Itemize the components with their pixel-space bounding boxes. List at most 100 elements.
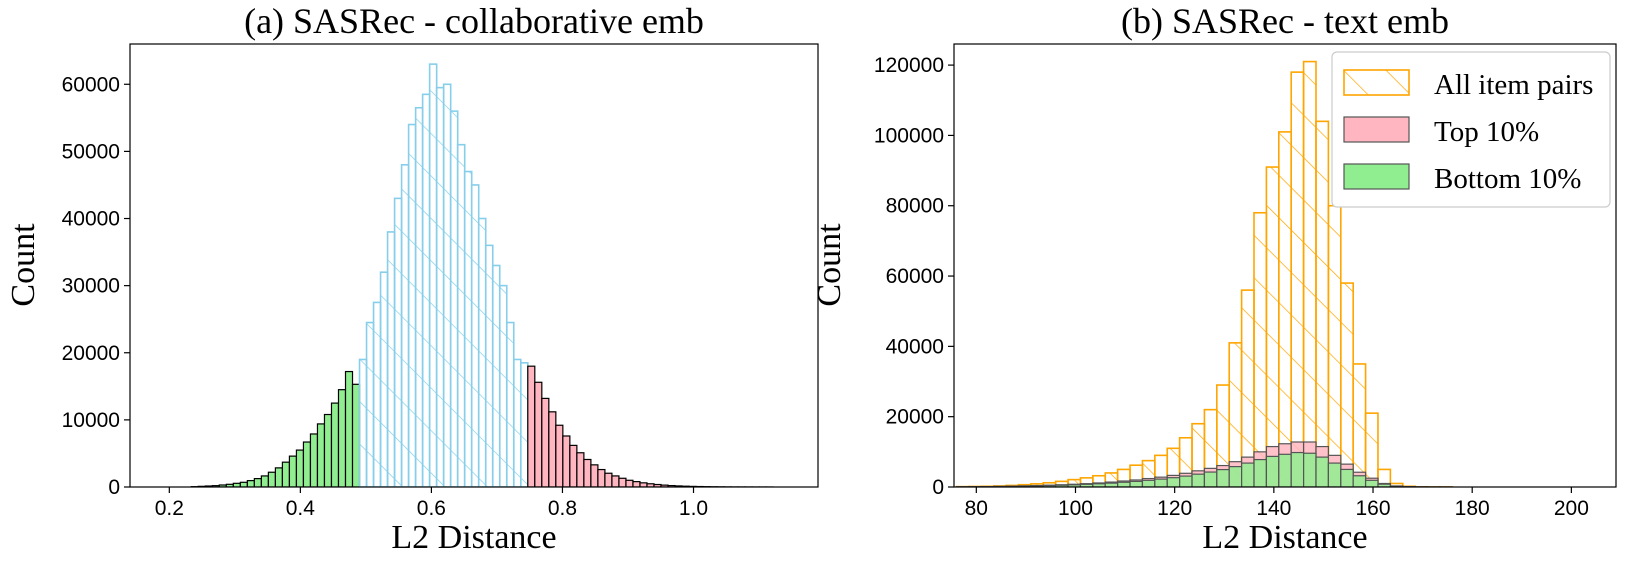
legend-label-top: Top 10% <box>1434 116 1539 148</box>
legend-label-all-pairs: All item pairs <box>1434 69 1593 101</box>
bar-bottom-10--25 <box>1265 455 1280 487</box>
bar-series-2-62 <box>590 464 599 487</box>
bar-series-1-45 <box>470 184 480 487</box>
bar-series-2-58 <box>562 435 571 487</box>
bar-series-0-14 <box>253 478 262 487</box>
bar-series-1-52 <box>519 362 529 487</box>
bar-series-2-54 <box>534 381 543 487</box>
bar-all-item-pairs-26 <box>1278 131 1292 487</box>
y-tick-label: 50000 <box>62 140 120 163</box>
y-tick-label: 120000 <box>874 54 944 77</box>
bar-series-0-28 <box>351 383 361 487</box>
x-tick-label: 100 <box>1058 497 1093 520</box>
bar-series-2-57 <box>555 424 564 487</box>
bar-series-1-30 <box>365 321 375 487</box>
y-tick-label: 40000 <box>62 208 120 231</box>
bar-bottom-10--21 <box>1216 468 1230 487</box>
bar-series-2-68 <box>632 481 641 487</box>
x-tick-label: 0.8 <box>548 497 577 520</box>
x-tick-label: 160 <box>1355 497 1390 520</box>
bar-series-1-44 <box>463 170 473 487</box>
bar-all-item-pairs-33 <box>1364 412 1379 487</box>
bar-series-0-13 <box>246 480 255 487</box>
x-tick-label: 1.0 <box>679 497 708 520</box>
bar-series-1-51 <box>512 358 522 487</box>
y-tick-label: 100000 <box>874 124 944 147</box>
bars-left <box>190 63 774 487</box>
bar-series-0-12 <box>239 481 248 487</box>
bar-series-0-18 <box>281 461 291 487</box>
bar-series-2-60 <box>576 452 585 487</box>
bar-series-0-20 <box>295 449 305 487</box>
bar-bottom-10--20 <box>1203 471 1218 487</box>
bar-series-2-61 <box>583 458 592 487</box>
bar-series-2-69 <box>639 482 648 487</box>
y-axis-label-left: Count <box>5 223 42 307</box>
y-axis-right: 0 20000 40000 60000 80000 100000 120000 <box>874 54 954 499</box>
bar-all-item-pairs-25 <box>1265 166 1280 487</box>
bar-bottom-10--30 <box>1327 462 1342 487</box>
x-tick-label: 140 <box>1256 497 1291 520</box>
bar-all-item-pairs-24 <box>1253 211 1268 487</box>
bar-series-1-48 <box>491 264 501 487</box>
bar-bottom-10--24 <box>1253 458 1268 487</box>
bar-series-1-34 <box>393 197 403 487</box>
bar-series-0-27 <box>344 370 354 487</box>
x-tick-label: 0.4 <box>286 497 316 520</box>
bar-series-0-19 <box>288 455 298 487</box>
y-tick-label: 0 <box>108 476 120 499</box>
y-tick-label: 60000 <box>886 265 944 288</box>
bar-series-0-16 <box>267 471 276 487</box>
x-tick-label: 0.2 <box>155 497 184 520</box>
bar-bottom-10--28 <box>1302 452 1317 487</box>
bar-bottom-10--22 <box>1228 466 1243 487</box>
bar-series-1-47 <box>484 244 494 487</box>
panel-left: (a) SASRec - collaborative emb 0.2 0.4 0.6… <box>5 1 819 556</box>
bar-bottom-10--23 <box>1241 462 1255 487</box>
bar-bottom-10--13 <box>1117 481 1131 487</box>
bar-series-0-25 <box>330 402 340 487</box>
bar-all-item-pairs-28 <box>1302 60 1317 487</box>
y-tick-label: 10000 <box>62 409 120 432</box>
bar-series-1-36 <box>407 123 417 487</box>
bar-bottom-10--31 <box>1340 468 1354 487</box>
y-tick-label: 60000 <box>62 73 120 96</box>
bar-series-1-43 <box>456 143 466 487</box>
bar-bottom-10--29 <box>1315 456 1329 487</box>
legend-swatch-bottom <box>1343 163 1410 190</box>
plot-frame-left <box>129 43 819 488</box>
y-tick-label: 20000 <box>62 342 120 365</box>
bar-all-item-pairs-27 <box>1290 71 1305 487</box>
x-axis-left: 0.2 0.4 0.6 0.8 1.0 <box>155 487 708 520</box>
plot-frame-right <box>953 43 1617 488</box>
bar-series-1-38 <box>421 93 431 487</box>
bar-series-2-55 <box>541 397 550 487</box>
bar-bottom-10--16 <box>1154 478 1168 487</box>
bar-series-1-39 <box>428 63 438 487</box>
bar-series-2-67 <box>625 479 634 487</box>
x-tick-label: 120 <box>1157 497 1192 520</box>
bar-series-2-64 <box>604 472 613 487</box>
bar-all-item-pairs-30 <box>1327 204 1342 487</box>
bar-series-1-31 <box>372 301 382 487</box>
bar-series-1-50 <box>505 321 515 487</box>
bar-all-item-pairs-29 <box>1315 120 1330 487</box>
bar-series-0-22 <box>309 433 319 487</box>
chart-title-right: (b) SASRec - text emb <box>1121 1 1449 41</box>
bar-bottom-10--27 <box>1290 451 1305 487</box>
bar-series-2-63 <box>597 468 606 487</box>
x-axis-label-right: L2 Distance <box>1202 519 1367 556</box>
chart-title-left: (a) SASRec - collaborative emb <box>244 1 704 41</box>
bar-series-0-21 <box>302 441 312 487</box>
x-tick-label: 180 <box>1455 497 1490 520</box>
legend: All item pairs Top 10% Bottom 10% <box>1331 51 1611 208</box>
y-tick-label: 0 <box>932 476 944 499</box>
bar-bottom-10--17 <box>1166 477 1181 487</box>
bar-series-1-49 <box>498 284 508 487</box>
bar-series-0-15 <box>260 475 269 487</box>
bar-series-1-42 <box>449 110 459 487</box>
x-tick-label: 0.6 <box>417 497 446 520</box>
x-tick-label: 200 <box>1554 497 1589 520</box>
x-axis-label-left: L2 Distance <box>391 519 556 556</box>
